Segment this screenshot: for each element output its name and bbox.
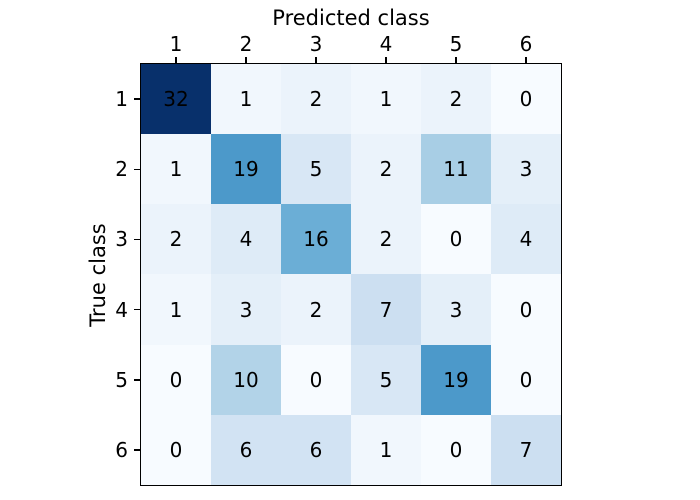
x-axis-title: Predicted class	[272, 6, 430, 30]
matrix-cell-r4c2: 3	[211, 274, 281, 345]
matrix-cell-r1c4: 1	[351, 64, 421, 135]
matrix-cell-r4c6: 0	[491, 274, 561, 345]
matrix-cell-r4c1: 1	[141, 274, 211, 345]
matrix-cell-r1c6: 0	[491, 64, 561, 135]
matrix-cell-r2c2: 19	[211, 134, 281, 205]
x-tick-label: 2	[239, 32, 253, 56]
y-tick-mark	[134, 98, 141, 100]
matrix-cell-r5c4: 5	[351, 344, 421, 415]
x-tick-label: 4	[379, 32, 393, 56]
x-tick-mark	[455, 57, 457, 64]
matrix-cell-r2c4: 2	[351, 134, 421, 205]
matrix-cell-r6c2: 6	[211, 414, 281, 485]
matrix-cell-r1c2: 1	[211, 64, 281, 135]
x-tick-label: 6	[519, 32, 533, 56]
y-tick-mark	[134, 308, 141, 311]
matrix-cell-r2c1: 1	[141, 134, 211, 205]
matrix-cell-r5c5: 19	[421, 344, 491, 415]
matrix-cell-r5c2: 10	[211, 344, 281, 415]
y-tick-label: 1	[115, 87, 128, 112]
x-tick-label: 1	[169, 32, 183, 56]
y-tick-mark	[134, 168, 141, 170]
matrix-cell-r1c3: 2	[281, 64, 351, 135]
matrix-cell-r3c4: 2	[351, 204, 421, 275]
matrix-cell-r5c6: 0	[491, 344, 561, 415]
matrix-cell-r2c5: 11	[421, 134, 491, 205]
matrix-cell-r1c1: 32	[141, 64, 211, 135]
matrix-cell-r3c6: 4	[491, 204, 561, 275]
x-tick-mark	[315, 57, 317, 64]
y-tick-label: 3	[115, 227, 128, 252]
x-tick-mark	[245, 57, 247, 64]
matrix-cell-r1c5: 2	[421, 64, 491, 135]
matrix-cell-r6c5: 0	[421, 414, 491, 485]
matrix-cell-r3c3: 16	[281, 204, 351, 275]
x-tick-mark	[385, 57, 387, 64]
x-tick-label: 5	[449, 32, 463, 56]
matrix-cell-r4c3: 2	[281, 274, 351, 345]
x-tick-mark	[175, 57, 177, 64]
x-tick-mark	[525, 57, 527, 64]
matrix-cell-r2c3: 5	[281, 134, 351, 205]
matrix-cell-r5c3: 0	[281, 344, 351, 415]
y-tick-mark	[134, 238, 141, 241]
heatmap-grid: 32 1 2 1 2 0 1 19 5 2 11 3 2 4 16 2 0 4 1 3 2 7 3 0 0 10 0 5 19 0 0 6 6 1…	[140, 63, 562, 486]
matrix-cell-r3c5: 0	[421, 204, 491, 275]
matrix-cell-r4c5: 3	[421, 274, 491, 345]
matrix-cell-r4c4: 7	[351, 274, 421, 345]
y-tick-label: 4	[115, 297, 128, 322]
matrix-cell-r6c6: 7	[491, 414, 561, 485]
y-tick-mark	[134, 449, 141, 451]
y-tick-label: 5	[115, 367, 128, 392]
y-tick-label: 6	[115, 437, 128, 462]
matrix-cell-r5c1: 0	[141, 344, 211, 415]
y-tick-mark	[134, 379, 141, 381]
matrix-cell-r2c6: 3	[491, 134, 561, 205]
matrix-cell-r3c1: 2	[141, 204, 211, 275]
matrix-cell-r6c3: 6	[281, 414, 351, 485]
matrix-cell-r6c1: 0	[141, 414, 211, 485]
matrix-cell-r3c2: 4	[211, 204, 281, 275]
x-tick-label: 3	[309, 32, 323, 56]
matrix-cell-r6c4: 1	[351, 414, 421, 485]
y-tick-label: 2	[115, 157, 128, 182]
